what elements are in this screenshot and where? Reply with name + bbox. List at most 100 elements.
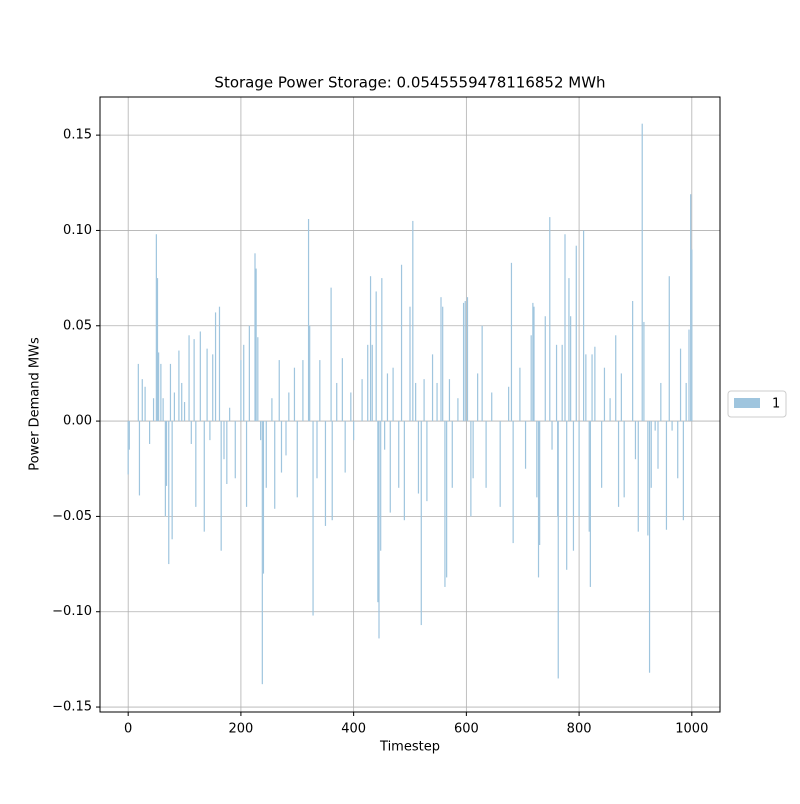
bar bbox=[530, 335, 532, 422]
bar bbox=[257, 337, 259, 422]
bar bbox=[557, 421, 559, 679]
bar bbox=[309, 325, 311, 422]
bar bbox=[426, 421, 428, 502]
bar bbox=[555, 344, 558, 422]
bar bbox=[324, 421, 327, 526]
bar bbox=[188, 335, 190, 422]
bar bbox=[190, 421, 192, 444]
bar bbox=[665, 421, 668, 530]
bar bbox=[417, 421, 420, 494]
bar bbox=[296, 421, 298, 498]
bar bbox=[195, 421, 197, 507]
y-tick-label: 0.15 bbox=[63, 128, 92, 143]
bar bbox=[485, 421, 487, 488]
bar bbox=[155, 234, 157, 422]
bar bbox=[572, 421, 575, 551]
bar bbox=[248, 325, 250, 422]
x-tick-label: 600 bbox=[454, 722, 479, 737]
bar bbox=[533, 306, 535, 422]
bar bbox=[156, 278, 159, 422]
bar bbox=[353, 421, 355, 441]
bar bbox=[544, 316, 546, 422]
x-tick-label: 400 bbox=[341, 722, 366, 737]
bar bbox=[648, 421, 651, 673]
bar bbox=[375, 291, 377, 422]
bar bbox=[319, 360, 321, 422]
bar bbox=[647, 421, 649, 536]
bar bbox=[280, 421, 283, 473]
bar bbox=[223, 421, 225, 460]
bar bbox=[536, 421, 538, 498]
legend-swatch bbox=[734, 398, 760, 408]
bar bbox=[169, 363, 172, 422]
bar bbox=[377, 421, 379, 603]
bar bbox=[660, 382, 662, 422]
bar bbox=[591, 354, 593, 422]
bar bbox=[203, 421, 205, 532]
bar bbox=[512, 421, 514, 544]
bar bbox=[448, 379, 451, 422]
bar bbox=[510, 262, 513, 422]
bar bbox=[583, 230, 585, 422]
x-tick-label: 0 bbox=[124, 722, 132, 737]
bar bbox=[570, 316, 572, 422]
bar bbox=[551, 421, 553, 450]
bar bbox=[466, 297, 469, 422]
y-tick-label: −0.10 bbox=[52, 604, 92, 619]
bar bbox=[178, 350, 180, 422]
bar bbox=[690, 194, 692, 422]
bar bbox=[214, 312, 217, 422]
bar bbox=[632, 300, 634, 422]
bar bbox=[138, 421, 141, 496]
y-tick-label: 0.10 bbox=[63, 223, 92, 238]
bar bbox=[564, 234, 566, 422]
x-tick-label: 1000 bbox=[675, 722, 708, 737]
bar bbox=[288, 392, 290, 422]
bar bbox=[398, 421, 400, 488]
bar bbox=[589, 421, 591, 587]
bar bbox=[293, 367, 296, 422]
bar bbox=[566, 421, 568, 570]
bar bbox=[685, 382, 687, 422]
bar bbox=[609, 398, 611, 422]
bar bbox=[575, 245, 577, 422]
bar bbox=[641, 123, 643, 422]
bar bbox=[162, 398, 164, 422]
bar bbox=[588, 421, 590, 532]
bar bbox=[144, 386, 146, 422]
bar bbox=[420, 421, 422, 626]
y-axis-label: Power Demand MWs bbox=[28, 337, 43, 471]
bar bbox=[262, 421, 265, 574]
bar bbox=[243, 344, 245, 422]
bar bbox=[671, 421, 673, 431]
bar bbox=[369, 276, 372, 422]
bar bbox=[274, 421, 276, 509]
bar bbox=[412, 220, 414, 422]
bar bbox=[440, 297, 442, 422]
bar bbox=[149, 421, 151, 444]
bar bbox=[367, 344, 369, 422]
bar bbox=[371, 344, 373, 422]
bar bbox=[168, 421, 170, 565]
bar bbox=[265, 421, 267, 488]
bar bbox=[137, 363, 139, 422]
bar bbox=[481, 325, 483, 422]
bar bbox=[623, 421, 625, 498]
bar bbox=[679, 348, 682, 422]
bar bbox=[650, 421, 652, 488]
bar bbox=[519, 367, 521, 422]
bar bbox=[537, 421, 540, 578]
bar bbox=[330, 287, 332, 422]
bar bbox=[193, 339, 195, 422]
bar bbox=[181, 382, 183, 422]
bar bbox=[160, 363, 162, 422]
bar bbox=[620, 373, 622, 422]
bar bbox=[464, 300, 466, 422]
bar bbox=[594, 346, 596, 422]
bar bbox=[234, 421, 236, 479]
bar bbox=[386, 373, 389, 422]
bar bbox=[409, 306, 411, 422]
bar bbox=[380, 421, 382, 551]
bar bbox=[470, 421, 472, 517]
bar bbox=[568, 278, 570, 422]
